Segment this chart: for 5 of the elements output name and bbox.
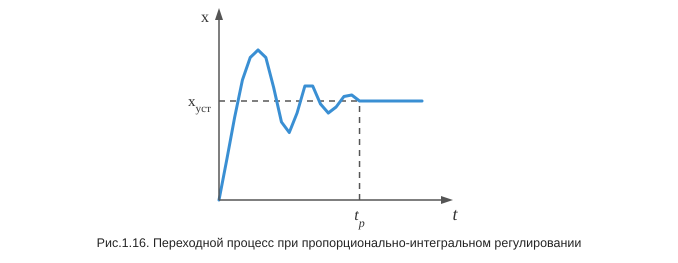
- ref-line-label: x$_{уст}$: [188, 94, 212, 115]
- text: Рис.1.16. Переходной процесс при пропорционально-интегральном регулировании: [96, 236, 582, 250]
- x-axis-title: t: [452, 204, 458, 224]
- y-axis-title: x: [201, 9, 209, 26]
- text: t$_{р}$: [354, 207, 365, 230]
